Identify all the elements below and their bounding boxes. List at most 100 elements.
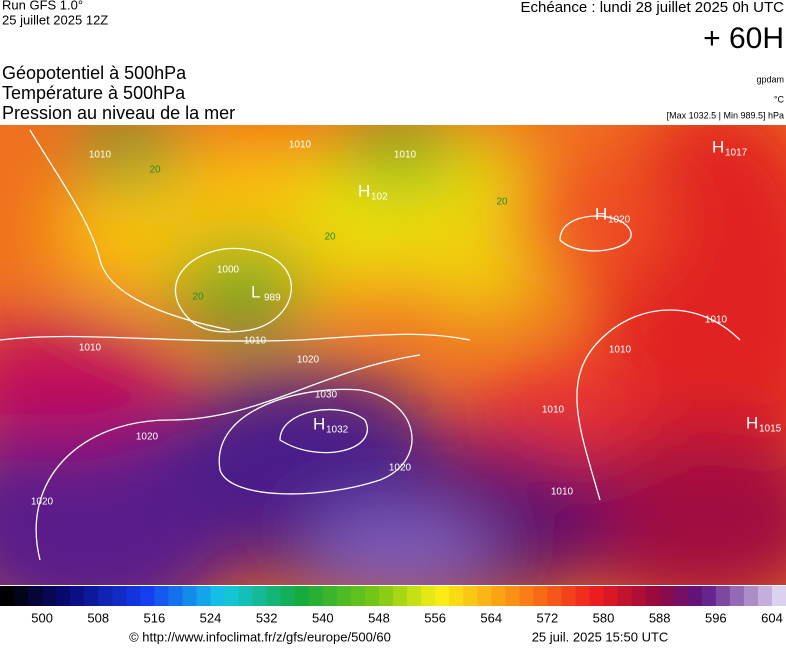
- colorbar-swatch: [126, 586, 141, 606]
- valid-time: Echéance : lundi 28 juillet 2025 0h UTC: [521, 0, 785, 16]
- colorbar-swatch: [421, 586, 436, 606]
- run: Run GFS 1.0°: [2, 0, 83, 12]
- colorbar-swatch: [378, 586, 394, 606]
- colorbar-swatch: [533, 586, 548, 606]
- isobar-label: 1010: [609, 345, 632, 356]
- lead-time: + 60H: [703, 22, 784, 55]
- colorbar-swatch: [519, 586, 534, 606]
- isobar-label: 1010: [289, 140, 312, 151]
- isobar-label: 1010: [542, 405, 565, 416]
- colorbar-swatch: [575, 586, 590, 606]
- isobar-label: 1010: [89, 150, 112, 161]
- colorbar-swatch: [210, 586, 226, 606]
- isobar-label: 1010: [244, 336, 267, 347]
- colorbar-swatch: [140, 586, 155, 606]
- colorbar-swatch: [98, 586, 113, 606]
- colorbar-swatch: [336, 586, 352, 606]
- colorbar-tick-label: 532: [256, 610, 278, 625]
- colorbar-swatch: [322, 586, 338, 606]
- colorbar-swatch: [659, 586, 675, 606]
- colorbar-swatch: [308, 586, 324, 606]
- colorbar-tick-label: 556: [424, 610, 446, 625]
- generated: 25 juil. 2025 15:50 UTC: [532, 629, 669, 644]
- center-value: 1017: [725, 148, 748, 159]
- colorbar-swatch: [449, 586, 464, 606]
- colorbar-tick-label: 516: [144, 610, 166, 625]
- colorbar-swatch: [407, 586, 422, 606]
- center-value: 1032: [326, 425, 349, 436]
- colorbar-swatch: [112, 586, 127, 606]
- colorbar-swatch: [364, 586, 380, 606]
- isobar-label: 1020: [297, 355, 320, 366]
- unit: °C: [774, 94, 785, 104]
- colorbar-swatch: [266, 586, 282, 606]
- center-kind: H: [358, 181, 370, 200]
- colorbar-tick-label: 500: [31, 610, 53, 625]
- unit: gpdam: [756, 74, 784, 84]
- center-kind: L: [251, 282, 260, 301]
- colorbar-swatch: [687, 586, 703, 606]
- center-kind: H: [313, 414, 325, 433]
- colorbar-swatch: [561, 586, 576, 606]
- colorbar-swatch: [757, 586, 773, 606]
- colorbar-swatch: [196, 586, 212, 606]
- center-kind: H: [746, 413, 758, 432]
- colorbar-swatch: [673, 586, 689, 606]
- isobar-label: 1010: [705, 315, 728, 326]
- colorbar-swatch: [547, 586, 562, 606]
- colorbar-swatch: [435, 586, 450, 606]
- isobar-label: 1010: [551, 487, 574, 498]
- colorbar-tick-label: 540: [312, 610, 334, 625]
- center-value: 989: [264, 293, 281, 304]
- map: [0, 125, 786, 585]
- colorbar-swatch: [603, 586, 619, 606]
- colorbar-swatch: [280, 586, 296, 606]
- colorbar-swatch: [154, 586, 169, 606]
- colorbar-tick-label: 580: [593, 610, 615, 625]
- colorbar-tick-label: 564: [480, 610, 502, 625]
- colorbar-swatch: [168, 586, 183, 606]
- isobar-label: 1010: [79, 343, 102, 354]
- center-value: 1015: [759, 424, 782, 435]
- colorbar-tick-label: 604: [761, 610, 783, 625]
- source: © http://www.infoclimat.fr/z/gfs/europe/…: [129, 629, 391, 644]
- isobar-label: 1020: [31, 497, 54, 508]
- colorbar-swatch: [589, 586, 605, 606]
- colorbar-tick-label: 508: [87, 610, 109, 625]
- colorbar-tick-label: 548: [368, 610, 390, 625]
- colorbar-swatch: [743, 586, 759, 606]
- colorbar-tick-label: 596: [705, 610, 727, 625]
- temperature-label: 20: [496, 197, 508, 208]
- center-kind: H: [595, 204, 607, 223]
- colorbar-swatch: [70, 586, 85, 606]
- colorbar-swatch: [350, 586, 366, 606]
- colorbar-swatch: [477, 586, 492, 606]
- colorbar-swatch: [715, 586, 731, 606]
- colorbar-tick-label: 588: [649, 610, 671, 625]
- colorbar-swatch: [729, 586, 745, 606]
- center-value: 102: [371, 192, 388, 203]
- colorbar-swatch: [252, 586, 268, 606]
- colorbar-swatch: [42, 586, 57, 606]
- colorbar-swatch: [56, 586, 71, 606]
- colorbar-swatch: [631, 586, 647, 606]
- colorbar-swatch: [182, 586, 197, 606]
- temperature-label: 20: [192, 292, 204, 303]
- colorbar-swatch: [0, 586, 15, 606]
- colorbar-swatch: [28, 586, 43, 606]
- colorbar-swatch: [491, 586, 506, 606]
- colorbar-swatch: [393, 586, 408, 606]
- field-title: Géopotentiel à 500hPa: [2, 63, 187, 83]
- colorbar: 500 508 516 524 532 540 548 556 564 572 580 588 596 6…: [0, 586, 786, 625]
- isobar-label: 1000: [217, 265, 240, 276]
- colorbar-swatch: [701, 586, 717, 606]
- field-title: Pression au niveau de la mer: [2, 103, 235, 123]
- field-title: Température à 500hPa: [2, 83, 186, 103]
- colorbar-swatch: [463, 586, 478, 606]
- colorbar-tick-label: 524: [200, 610, 222, 625]
- colorbar-swatch: [224, 586, 240, 606]
- colorbar-swatch: [617, 586, 633, 606]
- temperature-label: 20: [324, 232, 336, 243]
- colorbar-swatch: [645, 586, 661, 606]
